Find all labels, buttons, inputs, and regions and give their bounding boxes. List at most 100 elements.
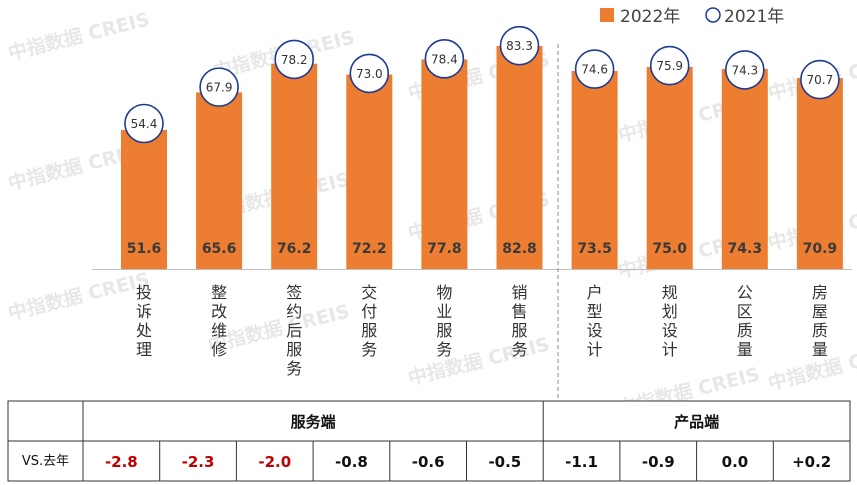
- table-group-header: 产品端: [674, 413, 719, 431]
- point-value-label: 74.3: [731, 63, 758, 77]
- category-char: 业: [436, 302, 452, 321]
- point-value-label: 70.7: [807, 73, 834, 87]
- bar-2022: [196, 92, 243, 269]
- point-2021: [199, 67, 239, 107]
- legend-label-2021: 2021年: [724, 7, 784, 27]
- bar-2022: [646, 67, 693, 269]
- bar-2022: [796, 78, 843, 269]
- category-char: 务: [511, 340, 527, 359]
- table-row-label: VS.去年: [22, 454, 69, 469]
- category-char: 服: [361, 321, 377, 340]
- bar-value-labels: 51.6 65.6 76.2 72.2 77.8 82.8 73.5 75.0 74.3 70.9: [127, 241, 837, 257]
- table-cell-value: -1.1: [565, 453, 598, 471]
- table-cell-value: -2.0: [258, 453, 291, 471]
- watermark-text: 中指数据 CREIS: [406, 332, 552, 389]
- category-char: 务: [436, 340, 452, 359]
- category-char: 处: [136, 321, 152, 340]
- bar-2022: [571, 71, 618, 269]
- category-char: 型: [587, 302, 603, 321]
- bar-2022: [121, 130, 167, 269]
- bar-value-label: 77.8: [427, 241, 462, 257]
- category-char: 付: [361, 302, 377, 321]
- watermark-text: 中指数据 CREIS: [206, 299, 352, 356]
- category-char: 质: [737, 321, 753, 340]
- category-char: 修: [211, 340, 227, 359]
- category-char: 务: [286, 359, 302, 378]
- category-char: 交: [361, 283, 377, 302]
- category-char: 物: [436, 283, 452, 302]
- point-value-label: 67.9: [206, 81, 233, 95]
- category-char: 设: [587, 321, 603, 340]
- category-char: 整: [211, 283, 227, 302]
- point-2021: [274, 39, 315, 80]
- bar-2022: [421, 59, 468, 269]
- category-char: 屋: [812, 302, 828, 321]
- bar-value-label: 82.8: [502, 241, 537, 257]
- table-cell-value: -2.3: [182, 453, 215, 471]
- table-cell-value: -2.8: [105, 453, 138, 471]
- category-char: 户: [587, 283, 603, 302]
- watermark-text: 中指数据 CREIS: [6, 267, 152, 324]
- point-value-label: 75.9: [656, 59, 683, 73]
- category-char: 设: [662, 321, 678, 340]
- point-value-label: 78.2: [281, 53, 308, 67]
- category-char: 划: [662, 302, 678, 321]
- point-2021: [724, 50, 765, 90]
- bar-2022: [346, 74, 393, 269]
- category-labels: 投诉处理整改维修签约后服务交付服务物业服务销售服务户型设计规划设计公区质量房屋质…: [136, 283, 828, 378]
- category-char: 维: [211, 321, 227, 340]
- category-char: 服: [436, 321, 452, 340]
- watermark-text: 中指数据 CREIS: [6, 7, 152, 64]
- point-value-label: 83.3: [506, 39, 533, 53]
- legend-swatch-2021: [705, 7, 721, 23]
- category-char: 服: [511, 321, 527, 340]
- category-char: 规: [662, 283, 678, 302]
- category-char: 约: [286, 302, 302, 321]
- point-value-label: 54.4: [131, 117, 158, 131]
- bar-series-2022: [121, 46, 843, 270]
- bar-value-label: 70.9: [803, 241, 838, 257]
- category-char: 量: [737, 340, 753, 359]
- bar-value-label: 75.0: [652, 241, 687, 257]
- point-2021: [124, 103, 164, 144]
- table-cell-value: 0.0: [722, 453, 749, 471]
- legend: 2022年 2021年: [600, 7, 784, 27]
- table-cell-value: -0.5: [488, 453, 521, 471]
- point-2021: [349, 53, 390, 94]
- table-cell-value: -0.9: [642, 453, 675, 471]
- point-2021: [649, 45, 690, 86]
- category-char: 质: [812, 321, 828, 340]
- bar-2022: [496, 46, 543, 269]
- comparison-table: 服务端 产品端 VS.去年 -2.8 -2.3 -2.0 -0.8 -0.6 -0.5 -1.1 -…: [7, 400, 851, 482]
- category-char: 签: [286, 283, 302, 302]
- category-char: 销: [511, 283, 527, 302]
- circle-series-2021: 54.4 67.9 78.2 73.0 78.4 83.3 74.6 75.9 74.3 70.7: [124, 25, 840, 144]
- legend-swatch-2022: [600, 8, 614, 22]
- category-char: 后: [286, 321, 302, 340]
- point-2021: [574, 49, 615, 89]
- table-cell-value: -0.8: [335, 453, 368, 471]
- category-char: 区: [737, 302, 753, 321]
- category-char: 改: [211, 302, 227, 321]
- bar-value-label: 74.3: [728, 241, 763, 257]
- point-value-label: 78.4: [431, 52, 458, 66]
- point-value-label: 74.6: [581, 63, 608, 77]
- bar-2022: [271, 63, 318, 270]
- bar-value-label: 65.6: [202, 241, 237, 257]
- category-char: 计: [587, 340, 603, 359]
- category-char: 理: [136, 340, 152, 359]
- category-char: 公: [737, 283, 753, 302]
- bar-value-label: 76.2: [277, 241, 312, 257]
- category-char: 诉: [136, 302, 152, 321]
- point-value-label: 73.0: [356, 67, 383, 81]
